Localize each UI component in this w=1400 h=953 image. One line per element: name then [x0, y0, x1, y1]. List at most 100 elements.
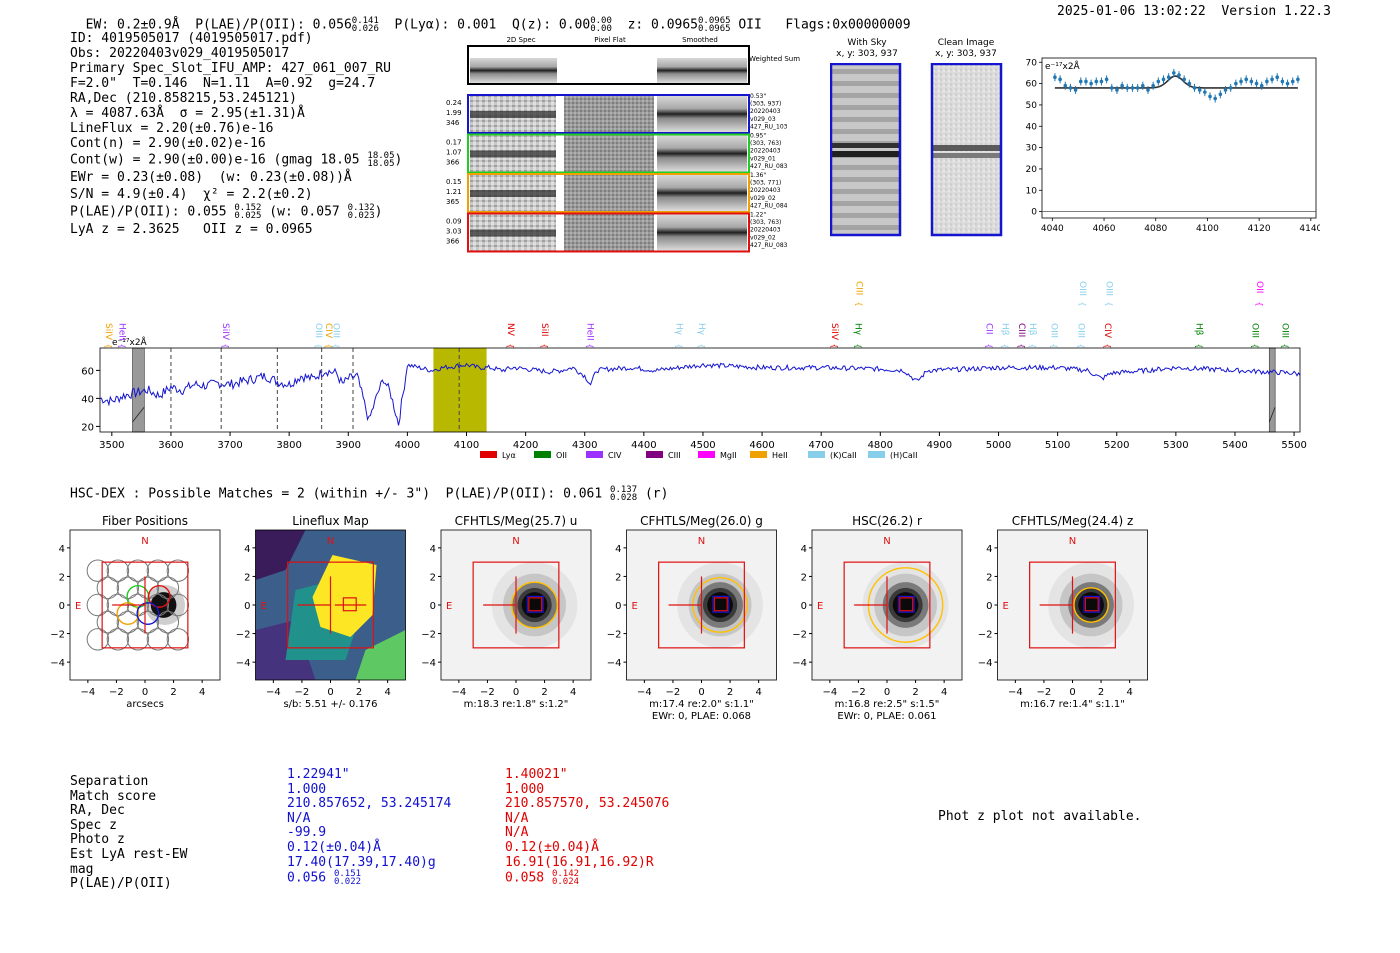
- zoom-data-point: [1208, 94, 1212, 99]
- zoom-data-point: [1141, 83, 1145, 88]
- header-ew: EW: 0.2±0.9Å: [85, 17, 180, 33]
- zoom-xtick-label: 4120: [1248, 224, 1271, 232]
- zoom-data-point: [1073, 88, 1078, 92]
- cutout-row-right-info: 20220403: [750, 108, 781, 115]
- panel-title: Fiber Positions: [102, 514, 188, 528]
- spectrum-line-label-brace: {: [506, 343, 515, 348]
- cutout-row-left-stat: 1.07: [446, 149, 462, 157]
- spectrum-xtick-label: 5100: [1045, 440, 1070, 451]
- zoom-data-point: [1249, 79, 1254, 84]
- panel-xtick-label: 2: [912, 687, 918, 698]
- galaxy-core: [521, 592, 548, 618]
- match-box-red: [713, 597, 728, 612]
- info-block: ID: 4019505017 (4019505017.pdf) Obs: 202…: [70, 31, 402, 237]
- cutout-2dspec-line: [470, 190, 556, 197]
- spectrum-line-label: HeII: [117, 323, 127, 341]
- cutout-row-right-info: (303, 937): [750, 101, 781, 108]
- zoom-data-point: [1094, 79, 1099, 84]
- zoom-ytick-label: 0: [1031, 208, 1037, 218]
- panel-ytick-label: 0: [430, 601, 436, 612]
- legend-label: (H)CaII: [890, 451, 917, 460]
- spectrum-xtick-label: 3500: [99, 440, 124, 451]
- spectrum-xtick-label: 5500: [1281, 440, 1306, 451]
- spectrum-xtick-label: 4900: [927, 440, 952, 451]
- cutout-2dspec-line: [470, 150, 556, 158]
- spectrum-line-label-brace: {: [697, 343, 706, 348]
- spectrum-line-label-brace: {: [1076, 343, 1085, 348]
- zoom-ytick-label: 60: [1026, 80, 1038, 90]
- panel-xtick-label: −2: [109, 687, 124, 698]
- panel-fiber: [70, 530, 220, 680]
- zoom-data-point: [1068, 86, 1073, 90]
- panel-xtick-label: 0: [698, 687, 704, 698]
- zoom-ytick-label: 40: [1026, 122, 1038, 132]
- spectrum-line-label: Hγ: [673, 323, 683, 336]
- cutout-row-left-stat: 366: [446, 159, 460, 167]
- panel-ytick-label: 4: [801, 544, 807, 555]
- zoom-data-point: [1053, 75, 1057, 79]
- tbl-col2-row: N/A: [505, 810, 529, 826]
- cutout-row-left-stat: 346: [446, 119, 460, 127]
- cutout-row-left-stat: 1.99: [446, 109, 462, 117]
- info-plae-end: ): [374, 204, 383, 220]
- match-box-blue: [712, 595, 730, 613]
- info-plae-lo: 0.025: [234, 211, 262, 221]
- cutout-row-left-stat: 1.21: [446, 188, 462, 196]
- lineflux-peak: [312, 555, 377, 637]
- panel-ytick-label: 4: [244, 544, 250, 555]
- full-spectrum-chart: 20 40 60 3500 3600 3700 3800 3900 4000 4100 4200 43…: [81, 281, 1307, 460]
- panel-ytick-label: 4: [615, 544, 621, 555]
- panel-ytick-label: −4: [421, 658, 436, 669]
- cutout-row-border: [467, 133, 750, 174]
- sky-clean-images: [830, 63, 1003, 237]
- spectrum-line-label-brace: {: [1105, 301, 1114, 306]
- spectrum-xtick-label: 4300: [572, 440, 597, 451]
- timestamp: 2025-01-06 13:02:22: [1057, 4, 1206, 19]
- spectrum-xtick-label: 3900: [336, 440, 361, 451]
- panel-img: [441, 530, 591, 680]
- info-plae-text: P(LAE)/P(OII): 0.055: [70, 204, 227, 220]
- fiber-circle: [116, 610, 140, 634]
- fiber-circle: [86, 559, 110, 582]
- clean-line-1: [933, 145, 1000, 151]
- spectrum-line-label-brace: {: [985, 343, 994, 348]
- zoom-data-point: [1078, 79, 1083, 84]
- panel-subtitle: arcsecs: [126, 699, 164, 710]
- panel-ytick-label: −4: [236, 658, 251, 669]
- search-box: [472, 561, 560, 649]
- zoom-data-point: [1104, 77, 1109, 82]
- legend-swatch: [808, 451, 825, 458]
- cutout-row-right-info: 427_RU_083: [750, 242, 788, 249]
- spectrum-line-label-brace: {: [586, 343, 595, 348]
- spectrum-line-label-brace: {: [104, 343, 113, 348]
- panel-subtitle-2: EWr: 0, PLAE: 0.061: [837, 711, 936, 722]
- spectrum-xtick-label: 4500: [690, 440, 715, 451]
- panel-xtick-label: −2: [480, 687, 495, 698]
- zoom-data-point: [1192, 86, 1197, 90]
- spectrum-line-label-brace: {: [1195, 343, 1204, 348]
- spectrum-line-label-brace: {: [221, 343, 230, 348]
- cutout-row-left-stat: 365: [446, 198, 459, 206]
- cutout-pixelflat: [564, 135, 654, 172]
- cutout-smoothed: [657, 135, 747, 172]
- legend-label: MgII: [720, 451, 737, 460]
- compass-east: E: [632, 601, 638, 612]
- panel-ytick-label: −2: [236, 630, 251, 641]
- with-sky-title: With Sky x, y: 303, 937: [832, 38, 902, 60]
- fiber-circle: [86, 628, 110, 651]
- cutout-smoothed: [657, 214, 747, 251]
- fiber-circle: [96, 576, 120, 600]
- cutout-row-right-info: 427_RU_084: [750, 202, 788, 209]
- zoom-data-point: [1275, 75, 1280, 79]
- tbl-col1-row: N/A: [287, 810, 311, 826]
- spectrum-unit-label: e⁻¹⁷x2Å: [112, 336, 148, 348]
- info-line-1: Obs: 20220403v029_4019505017: [70, 46, 290, 61]
- legend-swatch: [480, 451, 497, 458]
- panel-xtick-label: −4: [1008, 687, 1023, 698]
- spectrum-line-label: SiIV: [103, 323, 113, 341]
- match-box-red: [1084, 597, 1099, 612]
- spectrum-line-label: OIII: [313, 323, 323, 338]
- tbl-col1-row: -99.9: [287, 825, 327, 841]
- spectrum-line-label: OIII: [1077, 281, 1087, 296]
- tbl-col2-row: 16.91(16.91,16.92)R: [505, 854, 654, 870]
